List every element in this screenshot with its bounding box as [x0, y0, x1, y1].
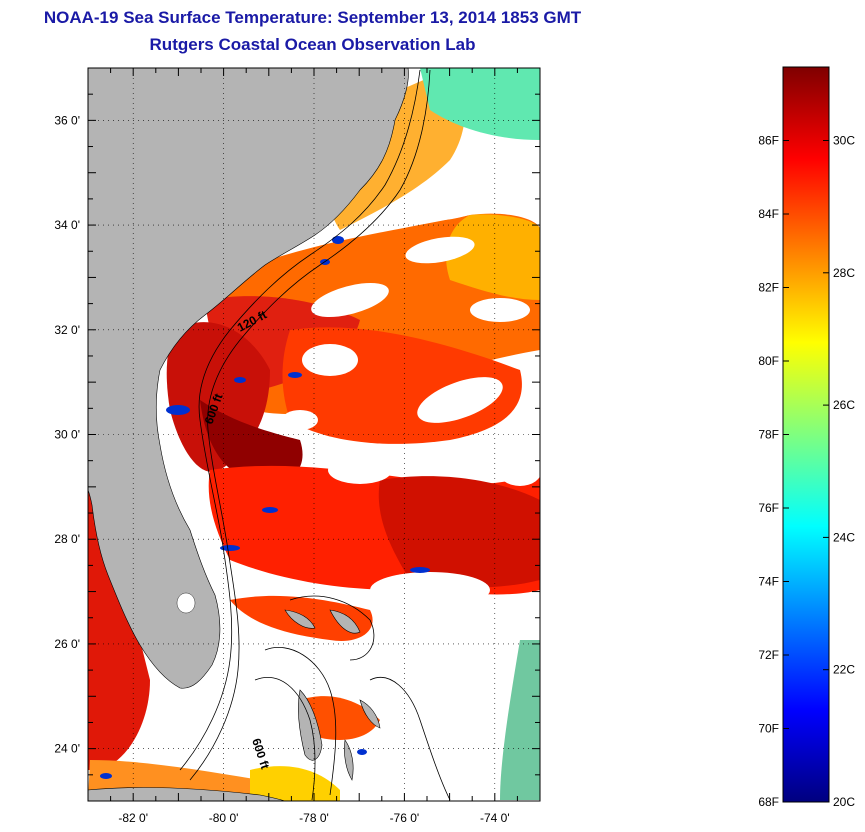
colorbar-f-label: 78F [758, 428, 779, 442]
axis-ticks [87, 67, 541, 802]
colorbar-scale [782, 66, 830, 803]
colorbar-f-label: 74F [758, 575, 779, 589]
lon-label: -82 0' [118, 811, 148, 825]
colorbar-f-label: 68F [758, 795, 779, 809]
colorbar-f-label: 72F [758, 648, 779, 662]
lat-label: 26 0' [54, 637, 80, 651]
cold-patches [100, 236, 430, 779]
lat-label: 36 0' [54, 113, 80, 127]
colorbar-c-label: 20C [833, 795, 855, 809]
colorbar-celsius-labels: 30C 28C 26C 24C 22C 20C [833, 134, 855, 810]
lat-label: 28 0' [54, 532, 80, 546]
colorbar-f-label: 86F [758, 134, 779, 148]
colorbar-c-label: 30C [833, 134, 855, 148]
colorbar-c-label: 28C [833, 266, 855, 280]
lat-label: 34 0' [54, 218, 80, 232]
latitude-labels: 36 0' 34 0' 32 0' 30 0' 28 0' 26 0' 24 0' [54, 113, 80, 755]
lon-label: -76 0' [390, 811, 420, 825]
cloud-gaps [282, 179, 540, 608]
colorbar-ticks [783, 140, 829, 803]
colorbar-c-label: 22C [833, 663, 855, 677]
depth-contours [179, 69, 451, 801]
colorbar-f-label: 70F [758, 722, 779, 736]
land-southeast-us [88, 68, 409, 689]
lat-label: 32 0' [54, 323, 80, 337]
lat-label: 24 0' [54, 742, 80, 756]
map-title: NOAA-19 Sea Surface Temperature: Septemb… [43, 8, 582, 27]
lon-label: -74 0' [480, 811, 510, 825]
longitude-labels: -82 0' -80 0' -78 0' -76 0' -74 0' [118, 811, 509, 825]
map-subtitle: Rutgers Coastal Ocean Observation Lab [149, 35, 476, 54]
colorbar-c-label: 24C [833, 530, 855, 544]
colorbar-f-label: 76F [758, 501, 779, 515]
colorbar-fahrenheit-labels: 86F 84F 82F 80F 78F 76F 74F 72F 70F 68F [758, 134, 779, 810]
colorbar-f-label: 82F [758, 281, 779, 295]
lon-label: -78 0' [299, 811, 329, 825]
lake-okeechobee [176, 592, 196, 614]
land-bahamas [284, 609, 381, 781]
lon-label: -80 0' [209, 811, 239, 825]
colorbar-f-label: 80F [758, 354, 779, 368]
colorbar-f-label: 84F [758, 207, 779, 221]
lat-label: 30 0' [54, 428, 80, 442]
graticule [88, 68, 540, 801]
colorbar-c-label: 26C [833, 398, 855, 412]
